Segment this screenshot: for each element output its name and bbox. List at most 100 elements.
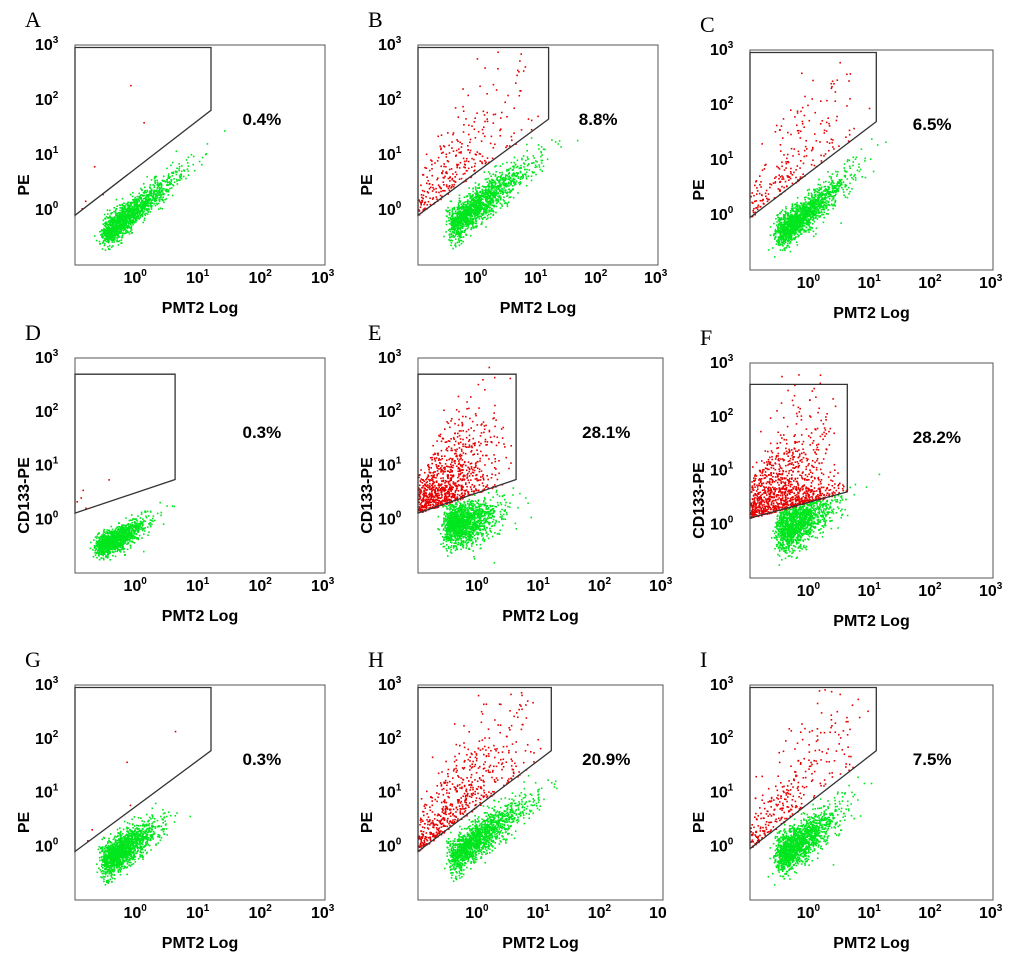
- event: [466, 224, 468, 227]
- event: [160, 185, 163, 187]
- event: [144, 202, 147, 205]
- event: [178, 169, 180, 172]
- event: [514, 172, 516, 175]
- event: [487, 211, 489, 213]
- event: [816, 188, 818, 190]
- event: [492, 173, 494, 176]
- event: [517, 176, 520, 178]
- event: [477, 207, 479, 209]
- event: [140, 202, 143, 204]
- gated-event: [445, 184, 448, 186]
- event: [805, 229, 807, 232]
- gated-event: [484, 135, 486, 138]
- event: [815, 216, 817, 219]
- event: [487, 217, 489, 219]
- event: [483, 209, 486, 211]
- event: [111, 226, 114, 229]
- event: [155, 199, 158, 201]
- gated-event: [431, 168, 433, 170]
- gated-event: [440, 148, 442, 151]
- gated-event: [832, 139, 834, 141]
- event: [453, 229, 456, 231]
- event: [117, 244, 120, 246]
- event: [137, 216, 139, 218]
- event: [458, 244, 461, 247]
- event: [484, 196, 487, 199]
- gated-event: [510, 135, 513, 138]
- event: [475, 226, 477, 229]
- event: [146, 189, 148, 192]
- event: [774, 236, 776, 239]
- event: [128, 201, 130, 204]
- event: [484, 186, 487, 188]
- event: [513, 175, 516, 177]
- gated-event: [467, 94, 469, 97]
- event: [141, 210, 143, 213]
- event: [805, 219, 808, 221]
- event: [476, 196, 478, 198]
- event: [465, 228, 467, 230]
- event: [120, 224, 123, 226]
- event: [492, 202, 494, 204]
- event: [791, 215, 794, 217]
- event: [790, 207, 793, 210]
- event: [158, 197, 160, 199]
- event: [124, 217, 126, 219]
- event: [126, 230, 129, 232]
- event: [501, 188, 503, 191]
- event: [813, 188, 815, 191]
- event: [542, 165, 545, 168]
- event: [137, 214, 140, 217]
- event: [851, 188, 853, 190]
- event: [130, 227, 132, 230]
- gated-event: [836, 115, 838, 118]
- event: [456, 208, 459, 211]
- gated-event: [812, 159, 814, 161]
- event: [538, 164, 540, 166]
- event: [461, 207, 463, 209]
- event: [488, 179, 491, 182]
- event: [116, 240, 118, 243]
- event: [464, 229, 466, 232]
- event: [523, 162, 525, 164]
- gated-event: [846, 73, 848, 76]
- event: [127, 212, 129, 215]
- event: [499, 188, 501, 191]
- event: [505, 174, 507, 176]
- event: [457, 211, 460, 214]
- gated-event: [530, 119, 533, 122]
- gated-event: [428, 169, 431, 172]
- event: [537, 144, 540, 146]
- event: [476, 213, 479, 215]
- event: [804, 204, 806, 206]
- event: [458, 210, 460, 213]
- event: [462, 210, 464, 213]
- event: [798, 205, 801, 207]
- event: [471, 212, 474, 214]
- event: [166, 181, 169, 184]
- event: [474, 218, 477, 221]
- event: [460, 218, 462, 220]
- event: [125, 221, 128, 224]
- event: [812, 205, 814, 208]
- event: [790, 218, 792, 220]
- event: [519, 183, 521, 186]
- gated-event: [779, 144, 782, 146]
- event: [810, 204, 813, 206]
- event: [119, 207, 121, 209]
- event: [528, 163, 530, 165]
- event: [823, 181, 825, 184]
- event: [452, 231, 454, 233]
- event: [466, 210, 468, 213]
- event: [470, 203, 472, 205]
- event: [776, 240, 778, 242]
- gated-event: [759, 184, 761, 186]
- event: [497, 176, 500, 178]
- event: [144, 189, 146, 192]
- event: [130, 215, 132, 217]
- event: [133, 198, 136, 200]
- event: [526, 168, 528, 171]
- event: [505, 202, 507, 204]
- event: [150, 208, 153, 210]
- event: [143, 201, 145, 204]
